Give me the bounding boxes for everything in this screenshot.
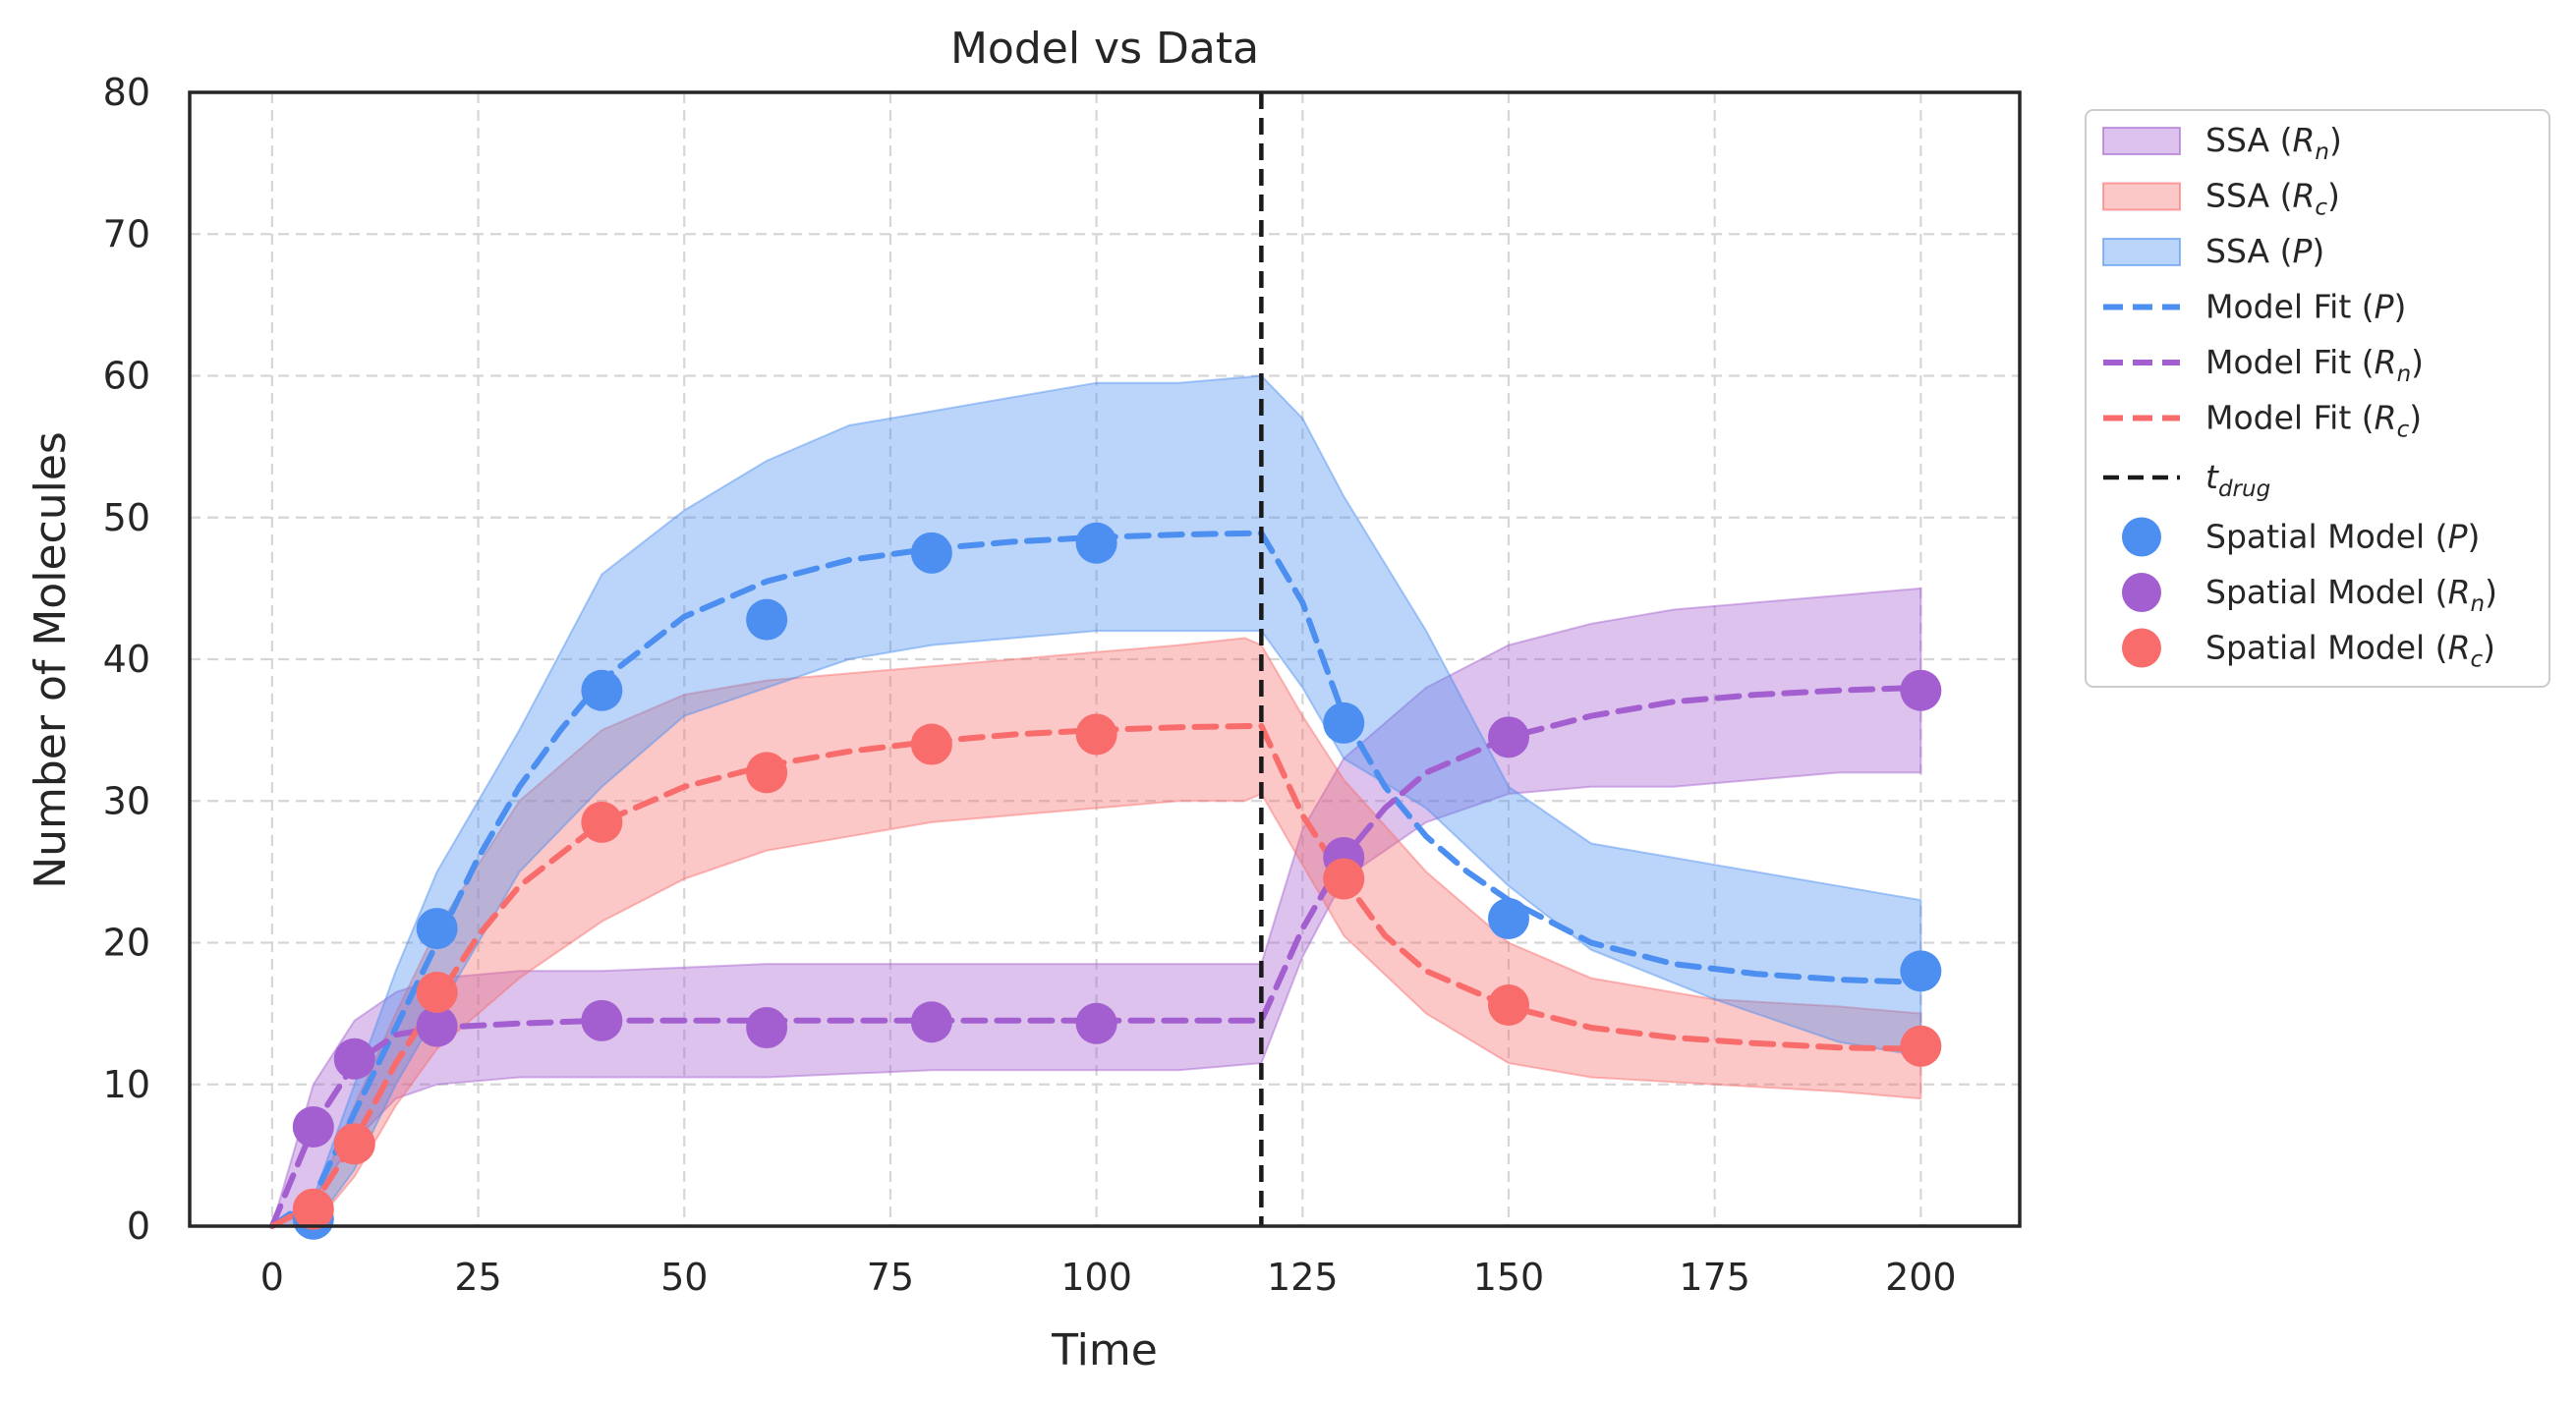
x-tick-label: 200 [1885, 1256, 1957, 1299]
x-axis-label: Time [1051, 1325, 1158, 1375]
spatial-point-p [581, 669, 623, 711]
spatial-point-p [416, 908, 458, 950]
spatial-point-rn [416, 1005, 458, 1047]
spatial-point-rn [1075, 1002, 1117, 1044]
spatial-model-points [292, 522, 1942, 1240]
y-tick-label: 0 [127, 1205, 150, 1248]
legend-swatch-spatial-rn [2122, 573, 2161, 612]
spatial-point-rn [1487, 716, 1529, 758]
spatial-point-rn [1900, 669, 1942, 711]
x-tick-label: 175 [1679, 1256, 1750, 1299]
spatial-point-rc [581, 801, 623, 843]
legend-box [2085, 109, 2550, 688]
legend-label: SSA (P) [2205, 232, 2324, 270]
spatial-point-rc [292, 1188, 334, 1230]
spatial-point-p [746, 598, 788, 641]
spatial-point-rn [292, 1106, 334, 1149]
y-tick-label: 80 [103, 71, 150, 114]
y-tick-label: 50 [103, 496, 150, 539]
y-tick-label: 40 [103, 638, 150, 681]
spatial-point-rc [1323, 858, 1365, 900]
spatial-point-rn [910, 1001, 952, 1043]
grid [190, 90, 2020, 1228]
y-tick-label: 70 [103, 212, 150, 255]
spatial-point-rc [1487, 983, 1529, 1026]
spatial-point-rn [333, 1037, 375, 1080]
spatial-point-rc [416, 971, 458, 1013]
x-tick-label: 125 [1267, 1256, 1339, 1299]
legend: SSA (Rn) SSA (Rc) SSA (P) Model Fit (P) Mode… [2085, 109, 2550, 688]
legend-swatch-spatial-p [2122, 517, 2161, 557]
x-tick-label: 50 [660, 1256, 708, 1299]
x-tick-label: 100 [1060, 1256, 1132, 1299]
x-tick-label: 75 [867, 1256, 914, 1299]
y-axis-label: Number of Molecules [26, 431, 76, 889]
legend-label: Model Fit (Rc) [2205, 399, 2422, 443]
legend-swatch-ssa-rn [2102, 127, 2181, 155]
x-tick-label: 150 [1473, 1256, 1545, 1299]
spatial-point-p [1487, 897, 1529, 939]
legend-label: tdrug [2205, 458, 2270, 502]
spatial-point-rc [910, 723, 952, 765]
y-tick-label: 30 [103, 779, 150, 822]
spatial-point-rc [1075, 713, 1117, 756]
spatial-point-p [1900, 950, 1942, 992]
x-tick-label: 25 [454, 1256, 501, 1299]
y-tick-label: 10 [103, 1063, 150, 1106]
legend-swatch-spatial-rc [2122, 628, 2161, 668]
legend-label: SSA (Rn) [2205, 121, 2342, 165]
spatial-point-rc [746, 752, 788, 794]
legend-swatch-ssa-p [2102, 238, 2181, 266]
y-tick-label: 60 [103, 355, 150, 398]
legend-label: Model Fit (Rn) [2205, 343, 2424, 387]
legend-label: Model Fit (P) [2205, 288, 2406, 326]
legend-label: Spatial Model (P) [2205, 518, 2480, 556]
x-tick-label: 0 [260, 1256, 284, 1299]
y-tick-label: 20 [103, 922, 150, 965]
legend-label: SSA (Rc) [2205, 177, 2340, 221]
spatial-point-p [910, 532, 952, 574]
chart-title: Model vs Data [950, 24, 1259, 74]
plot-frame [188, 90, 2022, 1228]
spatial-point-p [1075, 522, 1117, 564]
model-fit-line-p [268, 530, 1924, 1229]
tick-labels: 0 25 50 75 100 125 150 175 200 0 10 20 30 40 50 60 70 80 [103, 71, 1957, 1299]
legend-swatch-ssa-rc [2102, 182, 2181, 211]
spatial-point-rc [333, 1123, 375, 1165]
spatial-point-rn [581, 999, 623, 1041]
spatial-point-p [1323, 701, 1365, 744]
legend-label: Spatial Model (Rc) [2205, 629, 2495, 673]
legend-label: Spatial Model (Rn) [2205, 573, 2497, 617]
spatial-point-rc [1900, 1025, 1942, 1067]
spatial-point-rn [746, 1007, 788, 1049]
